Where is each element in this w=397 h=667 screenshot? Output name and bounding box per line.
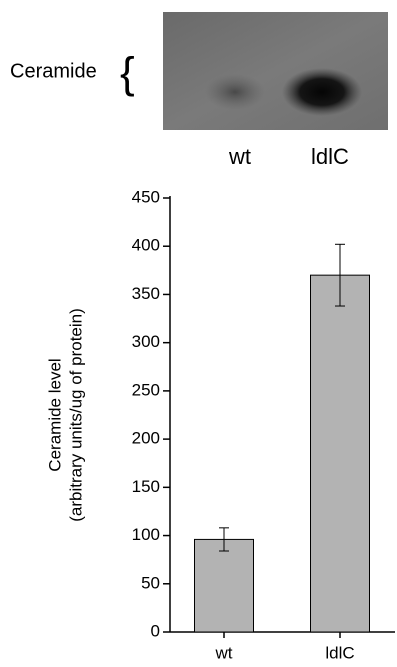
y-axis-title: Ceramide level (arbitrary units/ug of pr…	[45, 308, 85, 522]
blot-background	[163, 12, 388, 130]
lane-label: ldlC	[311, 144, 349, 169]
x-tick-label: wt	[215, 643, 233, 662]
y-tick-label: 200	[132, 429, 160, 448]
y-tick-label: 300	[132, 332, 160, 351]
x-tick-label: ldlC	[325, 643, 354, 662]
y-tick-label: 0	[151, 621, 160, 640]
y-axis-title-line: Ceramide level	[45, 358, 64, 471]
bar	[195, 539, 254, 632]
figure: Ceramide { wt ldlC Ceramide level (arbit…	[0, 0, 397, 667]
blot-label: Ceramide	[10, 60, 97, 82]
y-tick-label: 350	[132, 284, 160, 303]
y-tick-label: 450	[132, 187, 160, 206]
lane-label: wt	[228, 144, 251, 169]
blot-band	[205, 74, 265, 110]
y-tick-label: 50	[141, 573, 160, 592]
y-tick-label: 100	[132, 525, 160, 544]
y-tick-label: 250	[132, 380, 160, 399]
brace: {	[120, 49, 135, 98]
y-tick-label: 150	[132, 477, 160, 496]
y-axis-title-line: (arbitrary units/ug of protein)	[66, 308, 85, 522]
bar	[311, 275, 370, 632]
blot-image	[163, 12, 388, 130]
blot-band	[282, 68, 362, 116]
y-tick-label: 400	[132, 236, 160, 255]
